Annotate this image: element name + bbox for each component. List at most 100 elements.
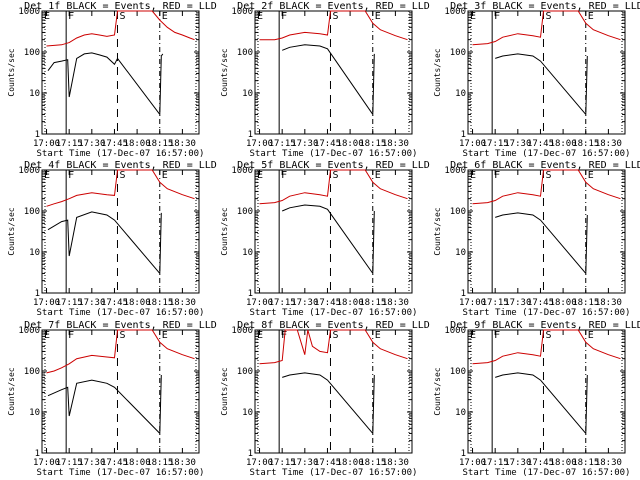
series-lld-line xyxy=(472,169,621,205)
x-tick-label: 17:30 xyxy=(78,458,105,468)
x-tick-label: 17:00 xyxy=(246,298,273,308)
x-axis-label: Start Time (17-Dec-07 16:57:00) xyxy=(250,468,418,478)
chart-panel-1: Det 1f BLACK = Events, RED = LLD 1 10 100 10… xyxy=(7,1,217,159)
x-tick-label: 17:15 xyxy=(56,458,83,468)
marker-label-S: S xyxy=(545,330,551,341)
x-tick-label: 18:15 xyxy=(146,298,173,308)
x-tick-label: 18:00 xyxy=(550,139,577,149)
x-tick-label: 17:15 xyxy=(56,139,83,149)
series-events-line xyxy=(282,44,375,116)
y-tick-label: 1 xyxy=(461,449,466,459)
y-tick-label: 1000 xyxy=(444,326,466,336)
y-tick-label: 10 xyxy=(455,408,466,418)
y-tick-label: 10 xyxy=(242,89,253,99)
x-tick-label: 18:30 xyxy=(169,139,196,149)
series-events-line xyxy=(47,374,162,435)
x-tick-label: 17:00 xyxy=(33,298,60,308)
y-tick-label: 1 xyxy=(35,289,40,299)
x-tick-label: 18:00 xyxy=(124,458,151,468)
marker-label-E: E xyxy=(588,170,594,181)
marker-label-E: E xyxy=(375,11,381,22)
y-axis-label: Counts/sec xyxy=(433,48,442,96)
x-tick-label: 17:15 xyxy=(269,458,296,468)
marker-label-E-left: E xyxy=(44,170,50,181)
x-tick-label: 17:15 xyxy=(482,139,509,149)
y-tick-label: 1 xyxy=(461,130,466,140)
x-tick-label: 17:45 xyxy=(527,139,554,149)
x-axis-label: Start Time (17-Dec-07 16:57:00) xyxy=(463,308,631,318)
marker-label-F: F xyxy=(68,11,74,22)
y-axis-label: Counts/sec xyxy=(433,367,442,415)
x-tick-label: 18:00 xyxy=(124,139,151,149)
y-tick-label: 1000 xyxy=(231,166,253,176)
x-tick-label: 18:15 xyxy=(359,458,386,468)
chart-panel-8: Det 8f BLACK = Events, RED = LLD 1 10 100 10… xyxy=(220,320,430,478)
marker-label-E-left: E xyxy=(470,170,476,181)
marker-label-E: E xyxy=(588,330,594,341)
x-tick-label: 18:15 xyxy=(359,139,386,149)
marker-label-E-left: E xyxy=(470,11,476,22)
x-tick-label: 17:30 xyxy=(504,298,531,308)
chart-title: Det 1f BLACK = Events, RED = LLD xyxy=(24,1,217,12)
x-tick-label: 17:00 xyxy=(459,139,486,149)
x-tick-label: 18:15 xyxy=(146,139,173,149)
x-tick-label: 17:00 xyxy=(459,458,486,468)
chart-title: Det 8f BLACK = Events, RED = LLD xyxy=(237,320,430,331)
x-tick-label: 18:15 xyxy=(572,139,599,149)
chart-panel-7: Det 7f BLACK = Events, RED = LLD 1 10 100 10… xyxy=(7,320,217,478)
y-tick-label: 1 xyxy=(35,449,40,459)
y-tick-label: 10 xyxy=(29,408,40,418)
y-tick-label: 100 xyxy=(450,48,466,58)
x-tick-label: 18:00 xyxy=(337,298,364,308)
x-axis-label: Start Time (17-Dec-07 16:57:00) xyxy=(250,149,418,159)
x-tick-label: 17:00 xyxy=(33,458,60,468)
marker-label-F: F xyxy=(68,330,74,341)
y-tick-label: 10 xyxy=(29,89,40,99)
series-lld-line xyxy=(259,169,408,205)
marker-label-E-left: E xyxy=(257,11,263,22)
x-tick-label: 17:00 xyxy=(33,139,60,149)
series-events-line xyxy=(495,212,588,275)
x-tick-label: 18:30 xyxy=(169,458,196,468)
y-tick-label: 10 xyxy=(242,408,253,418)
y-axis-label: Counts/sec xyxy=(7,367,16,415)
plot-frame xyxy=(254,329,413,454)
x-tick-label: 18:30 xyxy=(595,139,622,149)
plot-frame xyxy=(41,10,200,135)
y-tick-label: 1000 xyxy=(444,166,466,176)
x-tick-label: 18:30 xyxy=(169,298,196,308)
chart-panel-6: Det 6f BLACK = Events, RED = LLD 1 10 100 10… xyxy=(433,160,640,318)
x-tick-label: 17:15 xyxy=(482,458,509,468)
marker-label-S: S xyxy=(332,170,338,181)
y-axis-label: Counts/sec xyxy=(7,207,16,255)
x-tick-label: 17:30 xyxy=(504,458,531,468)
x-tick-label: 18:00 xyxy=(550,298,577,308)
x-tick-label: 17:30 xyxy=(78,139,105,149)
marker-label-E-left: E xyxy=(257,330,263,341)
x-tick-label: 17:45 xyxy=(101,298,128,308)
series-lld-line xyxy=(46,169,195,207)
y-tick-label: 10 xyxy=(242,248,253,258)
series-lld-line xyxy=(472,329,621,365)
x-tick-label: 17:15 xyxy=(482,298,509,308)
series-events-line xyxy=(282,204,375,275)
x-tick-label: 18:30 xyxy=(382,139,409,149)
x-tick-label: 17:30 xyxy=(291,139,318,149)
marker-label-E: E xyxy=(375,170,381,181)
series-lld-line xyxy=(46,10,195,47)
y-tick-label: 10 xyxy=(455,89,466,99)
chart-title: Det 5f BLACK = Events, RED = LLD xyxy=(237,160,430,171)
y-tick-label: 1000 xyxy=(18,326,40,336)
marker-label-F: F xyxy=(494,330,500,341)
y-axis-label: Counts/sec xyxy=(7,48,16,96)
x-axis-label: Start Time (17-Dec-07 16:57:00) xyxy=(250,308,418,318)
series-lld-line xyxy=(259,10,408,41)
x-tick-label: 17:30 xyxy=(504,139,531,149)
x-tick-label: 17:15 xyxy=(269,139,296,149)
y-tick-label: 100 xyxy=(450,207,466,217)
plot-frame xyxy=(467,10,626,135)
x-axis-label: Start Time (17-Dec-07 16:57:00) xyxy=(37,468,205,478)
chart-title: Det 9f BLACK = Events, RED = LLD xyxy=(450,320,640,331)
y-tick-label: 100 xyxy=(24,367,40,377)
marker-label-E-left: E xyxy=(257,170,263,181)
